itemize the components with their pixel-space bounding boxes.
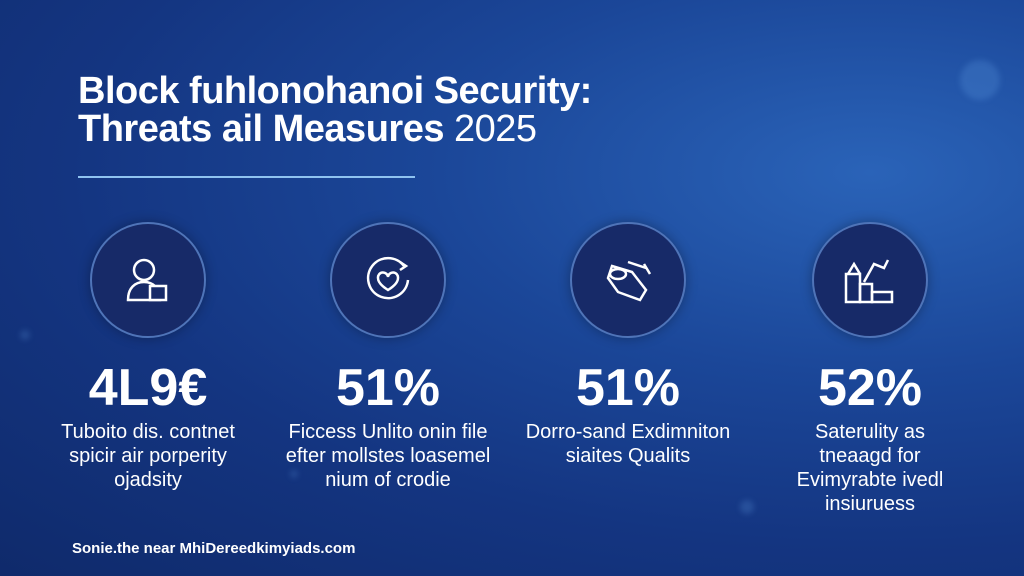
user-icon xyxy=(90,222,206,338)
desc-line: tneaagd for xyxy=(819,445,921,467)
title-line-2: Threats ail Measures 2025 xyxy=(78,108,537,150)
stat-value: 4L9€ xyxy=(88,359,208,417)
desc-line: Tuboito dis. contnet xyxy=(61,421,235,443)
stat-card: 52% Saterulity as tneaagd for Evimyrabte… xyxy=(750,222,990,516)
stat-value: 51% xyxy=(335,359,441,417)
stat-value: 52% xyxy=(817,359,923,417)
stat-description: Ficcess Unlito onin file efter mollstes … xyxy=(268,420,508,492)
desc-line: spicir air porperity xyxy=(69,445,227,467)
desc-line: Dorro-sand Exdimniton xyxy=(525,421,731,443)
desc-line: nium of crodie xyxy=(325,469,451,491)
factory-icon xyxy=(812,222,928,338)
title-year: 2025 xyxy=(454,108,537,150)
desc-line: siaites Qualits xyxy=(565,445,691,467)
stat-value: 51% xyxy=(575,359,681,417)
stat-card: 4L9€ Tuboito dis. contnet spicir air por… xyxy=(28,222,268,492)
stat-card: 51% Ficcess Unlito onin file efter molls… xyxy=(268,222,508,492)
desc-line: efter mollstes loasemel xyxy=(285,445,491,467)
stat-description: Saterulity as tneaagd for Evimyrabte ive… xyxy=(750,420,990,516)
desc-line: Ficcess Unlito onin file xyxy=(288,421,488,443)
source-credit: Sonie.the near MhiDereedkimyiads.com xyxy=(72,540,356,557)
title-line-1: Block fuhlonohanoi Security: xyxy=(78,70,592,112)
heart-shield-icon xyxy=(330,222,446,338)
stat-description: Dorro-sand Exdimniton siaites Qualits xyxy=(508,420,748,468)
desc-line: Saterulity as xyxy=(814,421,926,443)
stat-description: Tuboito dis. contnet spicir air porperit… xyxy=(28,420,268,492)
page-title: Block fuhlonohanoi Security: Threats ail… xyxy=(78,72,592,148)
desc-line: insiuruess xyxy=(824,493,916,515)
card-icon xyxy=(570,222,686,338)
title-divider xyxy=(78,176,415,178)
stat-card: 51% Dorro-sand Exdimniton siaites Qualit… xyxy=(508,222,748,468)
desc-line: Evimyrabte ivedl xyxy=(796,469,944,491)
desc-line: ojadsity xyxy=(114,469,182,491)
